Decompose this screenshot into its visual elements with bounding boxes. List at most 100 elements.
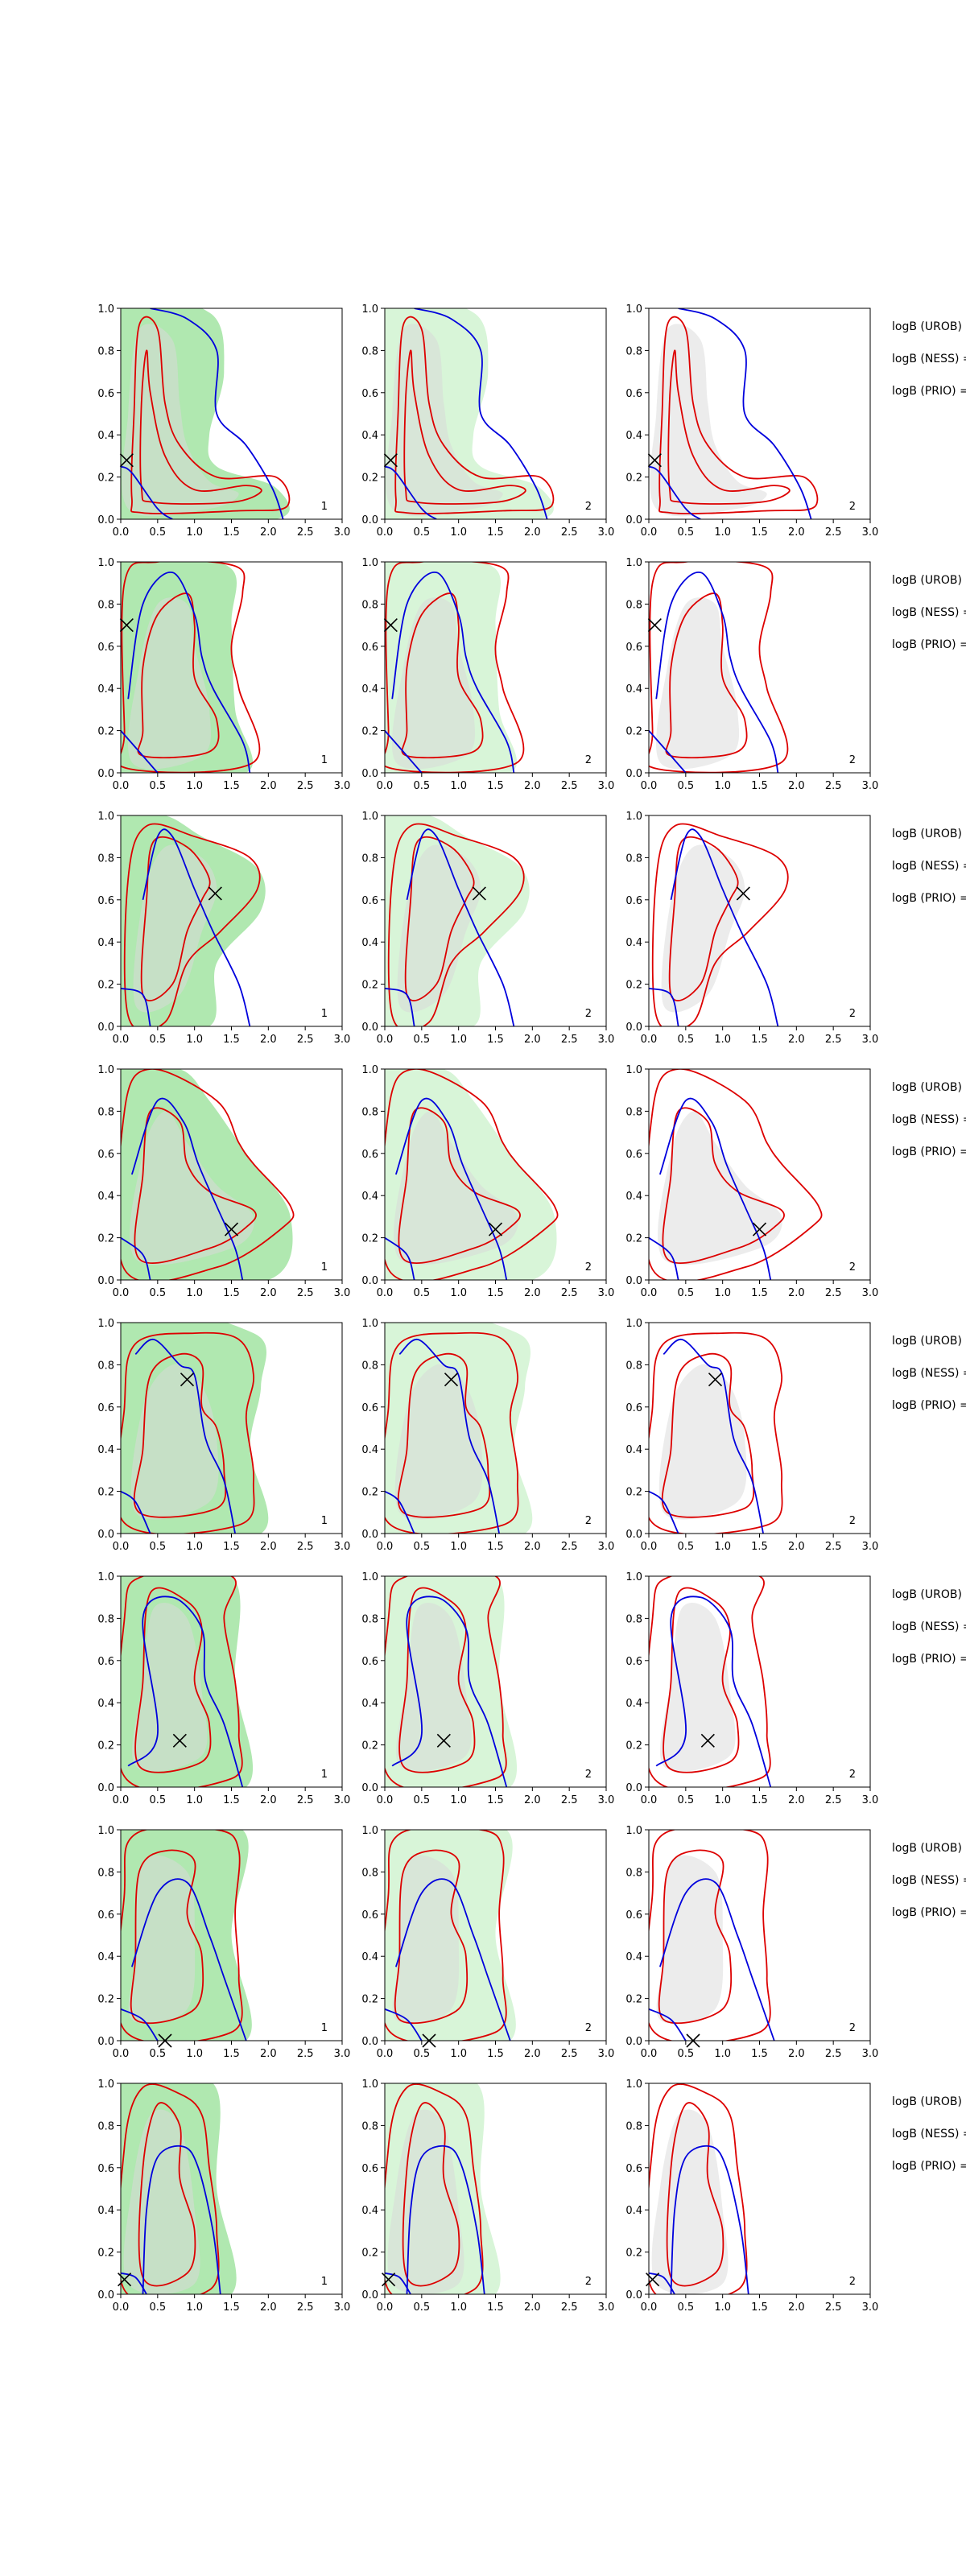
y-tick-label: 0.8	[97, 1613, 114, 1625]
truth-marker	[708, 1373, 723, 1387]
x-tick-label: 0.0	[113, 2048, 130, 2060]
blue-contour	[658, 1878, 775, 2041]
panel-label: 2	[849, 1261, 856, 1274]
gray-density-fill	[386, 324, 503, 517]
subplot-panel: 0.0 0.5 1.0 1.5 2.0 2.5 3.0 0.0 0.2 0.4 0.6 0.8 1.0 2	[625, 1825, 878, 2060]
x-tick-label: 0.0	[641, 526, 658, 539]
x-tick-label: 1.5	[751, 1541, 768, 1553]
x-tick-label: 0.0	[641, 2048, 658, 2060]
x-tick-label: 2.0	[788, 2301, 805, 2314]
plot-area	[649, 823, 789, 1026]
x-tick-label: 1.0	[450, 2301, 467, 2314]
subplot-panel: 0.0 0.5 1.0 1.5 2.0 2.5 3.0 0.0 0.2 0.4 0.6 0.8 1.0 2	[361, 1825, 614, 2060]
y-tick-label: 0.0	[625, 2036, 642, 2048]
x-tick-label: 1.0	[186, 526, 203, 539]
gray-density-fill	[127, 597, 212, 770]
x-tick-label: 0.0	[377, 1794, 394, 1806]
x-tick-label: 2.5	[561, 1794, 578, 1806]
panel-label: 1	[321, 1769, 328, 1781]
x-tick-label: 0.0	[113, 1541, 130, 1553]
x-tick-label: 1.0	[714, 2301, 731, 2314]
blue-contour	[121, 465, 173, 519]
y-tick-label: 1.0	[625, 1825, 642, 1837]
y-tick-label: 0.6	[97, 1402, 114, 1414]
x-tick-label: 1.5	[487, 2048, 504, 2060]
figure-row: 0.0 0.5 1.0 1.5 2.0 2.5 3.0 0.0 0.2 0.4 0.6 0.8 1.0 1…	[97, 1825, 966, 2060]
y-tick-label: 0.4	[97, 1444, 114, 1456]
x-tick-label: 0.5	[149, 526, 166, 539]
red-contour	[649, 2083, 748, 2294]
plot-area	[121, 1830, 252, 2041]
y-tick-label: 0.8	[97, 1867, 114, 1879]
y-tick-label: 0.2	[625, 473, 642, 485]
x-tick-label: 1.5	[487, 1794, 504, 1806]
y-tick-label: 0.2	[97, 1740, 114, 1752]
red-contour	[649, 1576, 771, 1787]
gray-density-fill	[392, 1855, 460, 2025]
plot-area	[121, 815, 266, 1026]
red-contour	[123, 823, 261, 1026]
blue-contour	[142, 828, 251, 1026]
truth-marker	[224, 1222, 239, 1236]
subplot-panel: 0.0 0.5 1.0 1.5 2.0 2.5 3.0 0.0 0.2 0.4 0.6 0.8 1.0 1	[97, 557, 351, 792]
x-tick-label: 0.0	[377, 2301, 394, 2314]
red-contour	[385, 1069, 559, 1280]
y-tick-label: 0.8	[361, 1867, 378, 1879]
x-tick-label: 1.5	[751, 1034, 768, 1046]
blue-contour	[414, 308, 548, 519]
logb-label: logB (PRIO) =	[892, 2160, 966, 2173]
x-tick-label: 0.0	[641, 780, 658, 792]
x-tick-label: 2.0	[260, 2048, 277, 2060]
y-tick-label: 0.0	[625, 1275, 642, 1287]
x-tick-label: 0.0	[113, 2301, 130, 2314]
x-tick-label: 1.5	[751, 2301, 768, 2314]
x-tick-label: 1.0	[714, 526, 731, 539]
blue-contour	[663, 1339, 764, 1534]
y-tick-label: 0.2	[625, 1994, 642, 2006]
x-tick-label: 1.0	[450, 1794, 467, 1806]
logb-label: logB (UROB) =	[892, 1081, 966, 1094]
red-contour	[133, 1352, 227, 1518]
blue-contour	[121, 987, 151, 1026]
y-tick-label: 0.8	[625, 345, 642, 357]
blue-contour	[385, 1490, 415, 1534]
gray-density-fill	[656, 1855, 724, 2025]
x-tick-label: 1.5	[223, 1541, 240, 1553]
red-contour	[138, 2102, 196, 2287]
y-tick-label: 0.8	[625, 852, 642, 865]
blue-contour	[678, 308, 812, 519]
x-tick-label: 2.0	[788, 1541, 805, 1553]
y-tick-label: 0.8	[625, 1613, 642, 1625]
x-tick-label: 2.5	[825, 2048, 842, 2060]
gray-density-fill	[660, 1602, 736, 1772]
x-tick-label: 3.0	[334, 780, 351, 792]
blue-contour	[391, 572, 515, 773]
x-tick-label: 1.5	[751, 526, 768, 539]
y-tick-label: 1.0	[361, 557, 378, 569]
y-tick-label: 0.2	[361, 980, 378, 992]
y-tick-label: 0.8	[361, 1106, 378, 1118]
gray-density-fill	[661, 844, 745, 1013]
y-tick-label: 0.4	[361, 2205, 378, 2217]
y-tick-label: 0.6	[625, 1909, 642, 1922]
x-tick-label: 2.5	[297, 2048, 314, 2060]
figure-row: 0.0 0.5 1.0 1.5 2.0 2.5 3.0 0.0 0.2 0.4 0.6 0.8 1.0 1…	[97, 1064, 966, 1299]
red-contour	[121, 1830, 243, 2041]
y-tick-label: 0.2	[625, 1740, 642, 1752]
logb-label: logB (UROB) =	[892, 1842, 966, 1855]
subplot-panel: 0.0 0.5 1.0 1.5 2.0 2.5 3.0 0.0 0.2 0.4 0.6 0.8 1.0 1	[97, 1064, 350, 1299]
x-tick-label: 0.5	[413, 1287, 430, 1299]
y-tick-label: 0.0	[97, 514, 114, 526]
logb-label: logB (UROB) =	[892, 1335, 966, 1348]
truth-marker	[208, 886, 222, 901]
blue-contour	[655, 1596, 772, 1787]
y-tick-label: 0.4	[625, 937, 642, 949]
y-tick-label: 0.8	[625, 599, 642, 611]
plot-area	[121, 1576, 254, 1787]
red-contour	[398, 1107, 521, 1264]
x-tick-label: 2.5	[561, 2048, 578, 2060]
x-tick-label: 3.0	[862, 1287, 879, 1299]
red-contour	[140, 836, 211, 1001]
plot-area	[385, 2083, 501, 2294]
red-contour	[663, 1587, 740, 1773]
